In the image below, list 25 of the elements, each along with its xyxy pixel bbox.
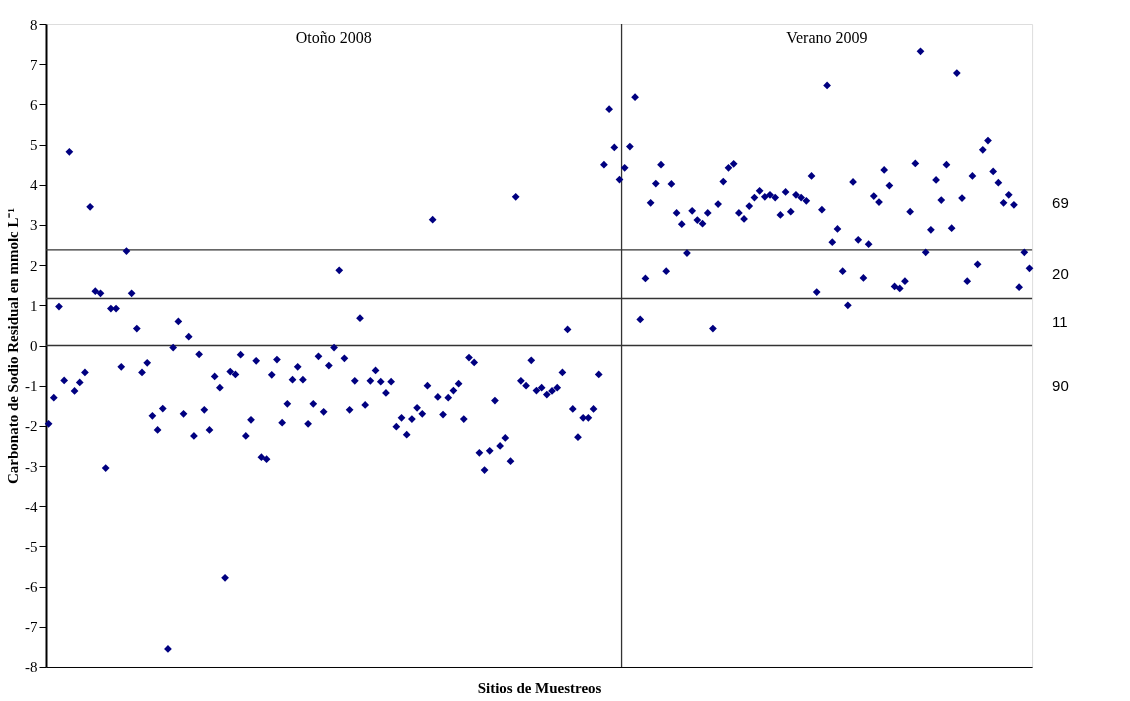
y-tick-label: -6 bbox=[25, 579, 39, 596]
y-tick-label: 5 bbox=[30, 137, 38, 154]
y-tick-label: 7 bbox=[30, 56, 38, 73]
text: 90 bbox=[1052, 376, 1069, 394]
y-tick-label: 1 bbox=[30, 297, 38, 314]
x-axis-title: Sitios de Muestreos bbox=[477, 680, 602, 697]
text: 11 bbox=[1052, 312, 1068, 330]
y-tick-label: 6 bbox=[30, 96, 38, 113]
text: 20 bbox=[1052, 265, 1069, 283]
y-tick-label: 0 bbox=[30, 338, 38, 354]
y-tick-label: -3 bbox=[25, 458, 38, 475]
y-tick-label: 4 bbox=[30, 177, 38, 194]
annotation: Otoño 2008 bbox=[295, 29, 372, 46]
y-tick-label: 2 bbox=[30, 257, 38, 274]
y-tick-label: 8 bbox=[30, 16, 38, 33]
y-tick-label: -8 bbox=[25, 659, 38, 676]
annotation: Verano 2009 bbox=[786, 29, 868, 46]
y-tick-label: -4 bbox=[25, 498, 39, 515]
y-tick-label: -1 bbox=[25, 378, 38, 395]
text: 69 bbox=[1052, 194, 1069, 212]
y-axis-title: Carbonato de Sodio Residual en mmolc L⁻¹ bbox=[5, 208, 21, 484]
y-tick-label: 3 bbox=[30, 217, 38, 234]
y-tick-label: -7 bbox=[25, 619, 39, 636]
y-tick-label: -2 bbox=[25, 418, 38, 435]
y-tick-label: -5 bbox=[25, 538, 38, 555]
